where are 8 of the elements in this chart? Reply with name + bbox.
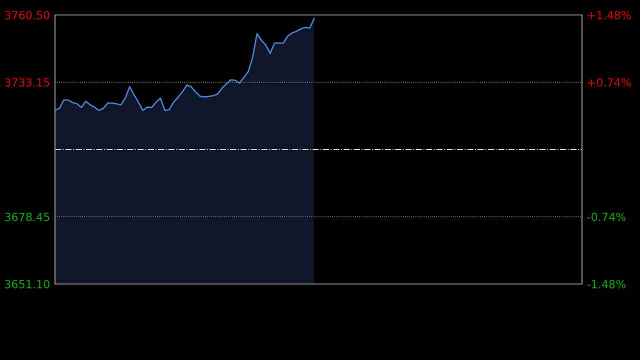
y2-tick-label: +0.74% bbox=[588, 78, 631, 87]
y2-tick-label: +1.48% bbox=[588, 10, 631, 20]
y2-tick-label: -0.74% bbox=[587, 212, 626, 222]
y-tick-label: 3651.10 bbox=[5, 280, 50, 288]
y-tick-label: 3733.15 bbox=[5, 78, 50, 87]
y-tick-label: 3678.45 bbox=[5, 212, 50, 222]
y2-tick-label: -1.48% bbox=[587, 280, 626, 288]
y-tick-label: 3760.50 bbox=[5, 10, 50, 20]
